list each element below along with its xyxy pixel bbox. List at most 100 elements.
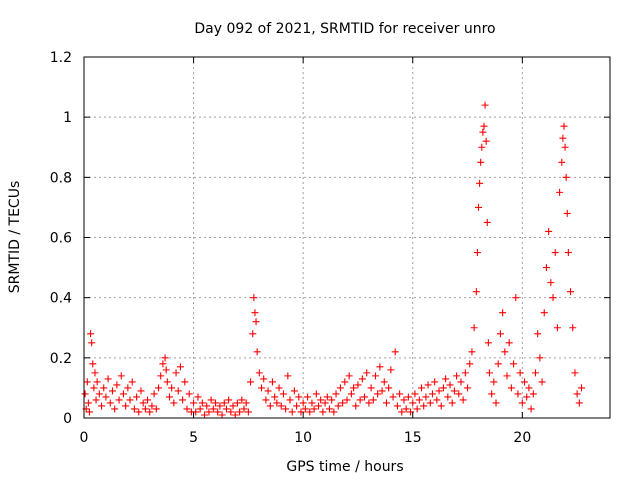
data-point bbox=[334, 402, 342, 410]
data-point bbox=[464, 384, 472, 392]
data-point bbox=[117, 372, 125, 380]
data-point bbox=[361, 393, 369, 401]
data-point bbox=[203, 402, 211, 410]
data-point bbox=[367, 384, 375, 392]
data-point bbox=[352, 402, 360, 410]
data-point bbox=[538, 378, 546, 386]
y-tick-label: 0.4 bbox=[50, 291, 72, 307]
data-point bbox=[578, 384, 586, 392]
data-point bbox=[391, 348, 399, 356]
data-point bbox=[284, 372, 292, 380]
data-point bbox=[141, 405, 149, 413]
x-axis-label: GPS time / hours bbox=[286, 459, 403, 475]
data-point bbox=[83, 378, 91, 386]
data-point bbox=[545, 227, 553, 235]
data-point bbox=[244, 408, 252, 416]
data-point bbox=[87, 330, 95, 338]
data-point bbox=[139, 399, 147, 407]
data-point bbox=[389, 393, 397, 401]
data-point bbox=[106, 399, 114, 407]
data-point bbox=[152, 405, 160, 413]
data-point bbox=[181, 378, 189, 386]
data-point bbox=[84, 399, 92, 407]
data-point bbox=[240, 405, 248, 413]
data-point bbox=[516, 369, 524, 377]
data-point bbox=[201, 411, 209, 419]
data-point bbox=[529, 390, 537, 398]
data-point bbox=[262, 396, 270, 404]
data-point bbox=[505, 339, 513, 347]
data-point bbox=[247, 378, 255, 386]
data-point bbox=[369, 396, 377, 404]
data-point bbox=[479, 128, 487, 136]
data-point bbox=[330, 408, 338, 416]
data-point bbox=[376, 363, 384, 371]
data-point bbox=[122, 402, 130, 410]
data-point bbox=[113, 381, 121, 389]
data-point bbox=[174, 387, 182, 395]
data-point bbox=[400, 396, 408, 404]
data-point bbox=[450, 387, 458, 395]
data-point bbox=[135, 408, 143, 416]
data-point bbox=[540, 309, 548, 317]
data-point bbox=[266, 402, 274, 410]
data-point bbox=[354, 381, 362, 389]
data-point bbox=[137, 387, 145, 395]
data-point bbox=[279, 390, 287, 398]
data-point bbox=[306, 408, 314, 416]
data-point bbox=[252, 318, 260, 326]
data-point bbox=[387, 366, 395, 374]
data-point bbox=[339, 399, 347, 407]
data-point bbox=[214, 408, 222, 416]
data-point bbox=[155, 384, 163, 392]
data-point bbox=[85, 408, 93, 416]
data-point bbox=[301, 405, 309, 413]
data-point bbox=[371, 372, 379, 380]
data-point bbox=[290, 387, 298, 395]
data-point bbox=[165, 393, 173, 401]
data-point bbox=[242, 399, 250, 407]
data-point bbox=[251, 309, 259, 317]
data-point bbox=[196, 405, 204, 413]
data-point bbox=[293, 402, 301, 410]
data-point bbox=[396, 390, 404, 398]
data-point bbox=[374, 390, 382, 398]
data-point bbox=[521, 378, 529, 386]
data-point bbox=[510, 360, 518, 368]
data-point bbox=[437, 402, 445, 410]
data-point bbox=[317, 396, 325, 404]
data-point bbox=[236, 408, 244, 416]
data-point bbox=[365, 399, 373, 407]
data-point bbox=[431, 378, 439, 386]
data-point bbox=[128, 378, 136, 386]
data-point bbox=[336, 384, 344, 392]
data-point bbox=[163, 378, 171, 386]
data-point bbox=[183, 405, 191, 413]
data-point bbox=[308, 399, 316, 407]
data-point bbox=[172, 369, 180, 377]
data-point bbox=[100, 384, 108, 392]
y-tick-label: 0.2 bbox=[50, 351, 72, 367]
data-point bbox=[273, 399, 281, 407]
data-point bbox=[212, 399, 219, 407]
data-point bbox=[90, 384, 98, 392]
data-point bbox=[525, 384, 533, 392]
data-point bbox=[343, 396, 351, 404]
data-point bbox=[418, 384, 426, 392]
data-point bbox=[264, 387, 272, 395]
data-point bbox=[402, 405, 410, 413]
data-point bbox=[190, 399, 198, 407]
data-point bbox=[485, 369, 493, 377]
data-point bbox=[130, 405, 138, 413]
data-point bbox=[220, 399, 228, 407]
data-point bbox=[310, 405, 318, 413]
data-point bbox=[575, 399, 583, 407]
data-point bbox=[413, 405, 421, 413]
data-point bbox=[124, 384, 132, 392]
data-point bbox=[499, 309, 507, 317]
y-tick-label: 1 bbox=[63, 110, 72, 126]
data-point bbox=[542, 264, 550, 272]
data-point bbox=[385, 384, 393, 392]
data-point bbox=[231, 411, 239, 419]
data-point bbox=[89, 360, 97, 368]
